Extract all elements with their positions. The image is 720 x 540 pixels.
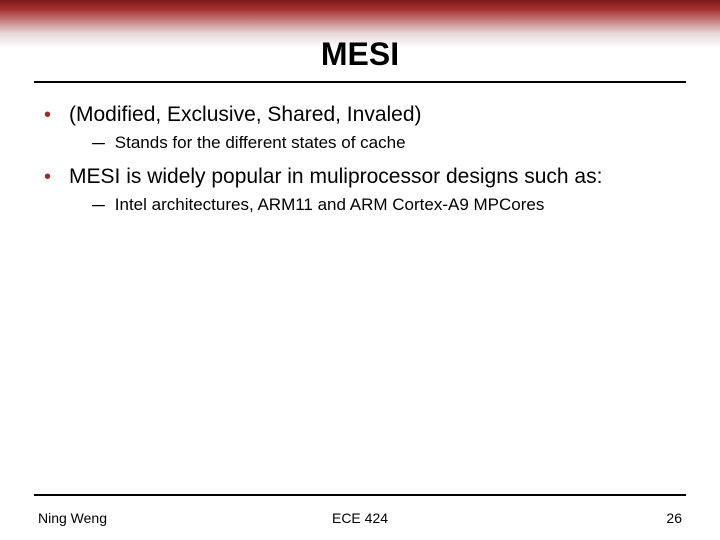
bullet-dot-icon: • bbox=[44, 163, 51, 191]
title-rule bbox=[34, 81, 686, 83]
footer: Ning Weng ECE 424 26 bbox=[0, 510, 720, 526]
sub-bullet-item: ─ Stands for the different states of cac… bbox=[92, 131, 682, 155]
footer-course: ECE 424 bbox=[332, 510, 388, 526]
bullet-dot-icon: • bbox=[44, 101, 51, 129]
dash-icon: ─ bbox=[92, 131, 105, 155]
footer-page-number: 26 bbox=[666, 510, 682, 526]
dash-icon: ─ bbox=[92, 193, 105, 217]
footer-author: Ning Weng bbox=[38, 510, 107, 526]
bullet-text: MESI is widely popular in muliprocessor … bbox=[69, 163, 602, 191]
content-area: • (Modified, Exclusive, Shared, Invaled)… bbox=[0, 101, 720, 217]
bullet-item: • (Modified, Exclusive, Shared, Invaled) bbox=[38, 101, 682, 129]
slide-title: MESI bbox=[0, 36, 720, 73]
footer-rule bbox=[34, 494, 686, 496]
sub-bullet-item: ─ Intel architectures, ARM11 and ARM Cor… bbox=[92, 193, 682, 217]
sub-bullet-text: Stands for the different states of cache bbox=[115, 131, 406, 155]
bullet-item: • MESI is widely popular in muliprocesso… bbox=[38, 163, 682, 191]
sub-bullet-text: Intel architectures, ARM11 and ARM Corte… bbox=[115, 193, 545, 217]
bullet-text: (Modified, Exclusive, Shared, Invaled) bbox=[69, 101, 422, 129]
